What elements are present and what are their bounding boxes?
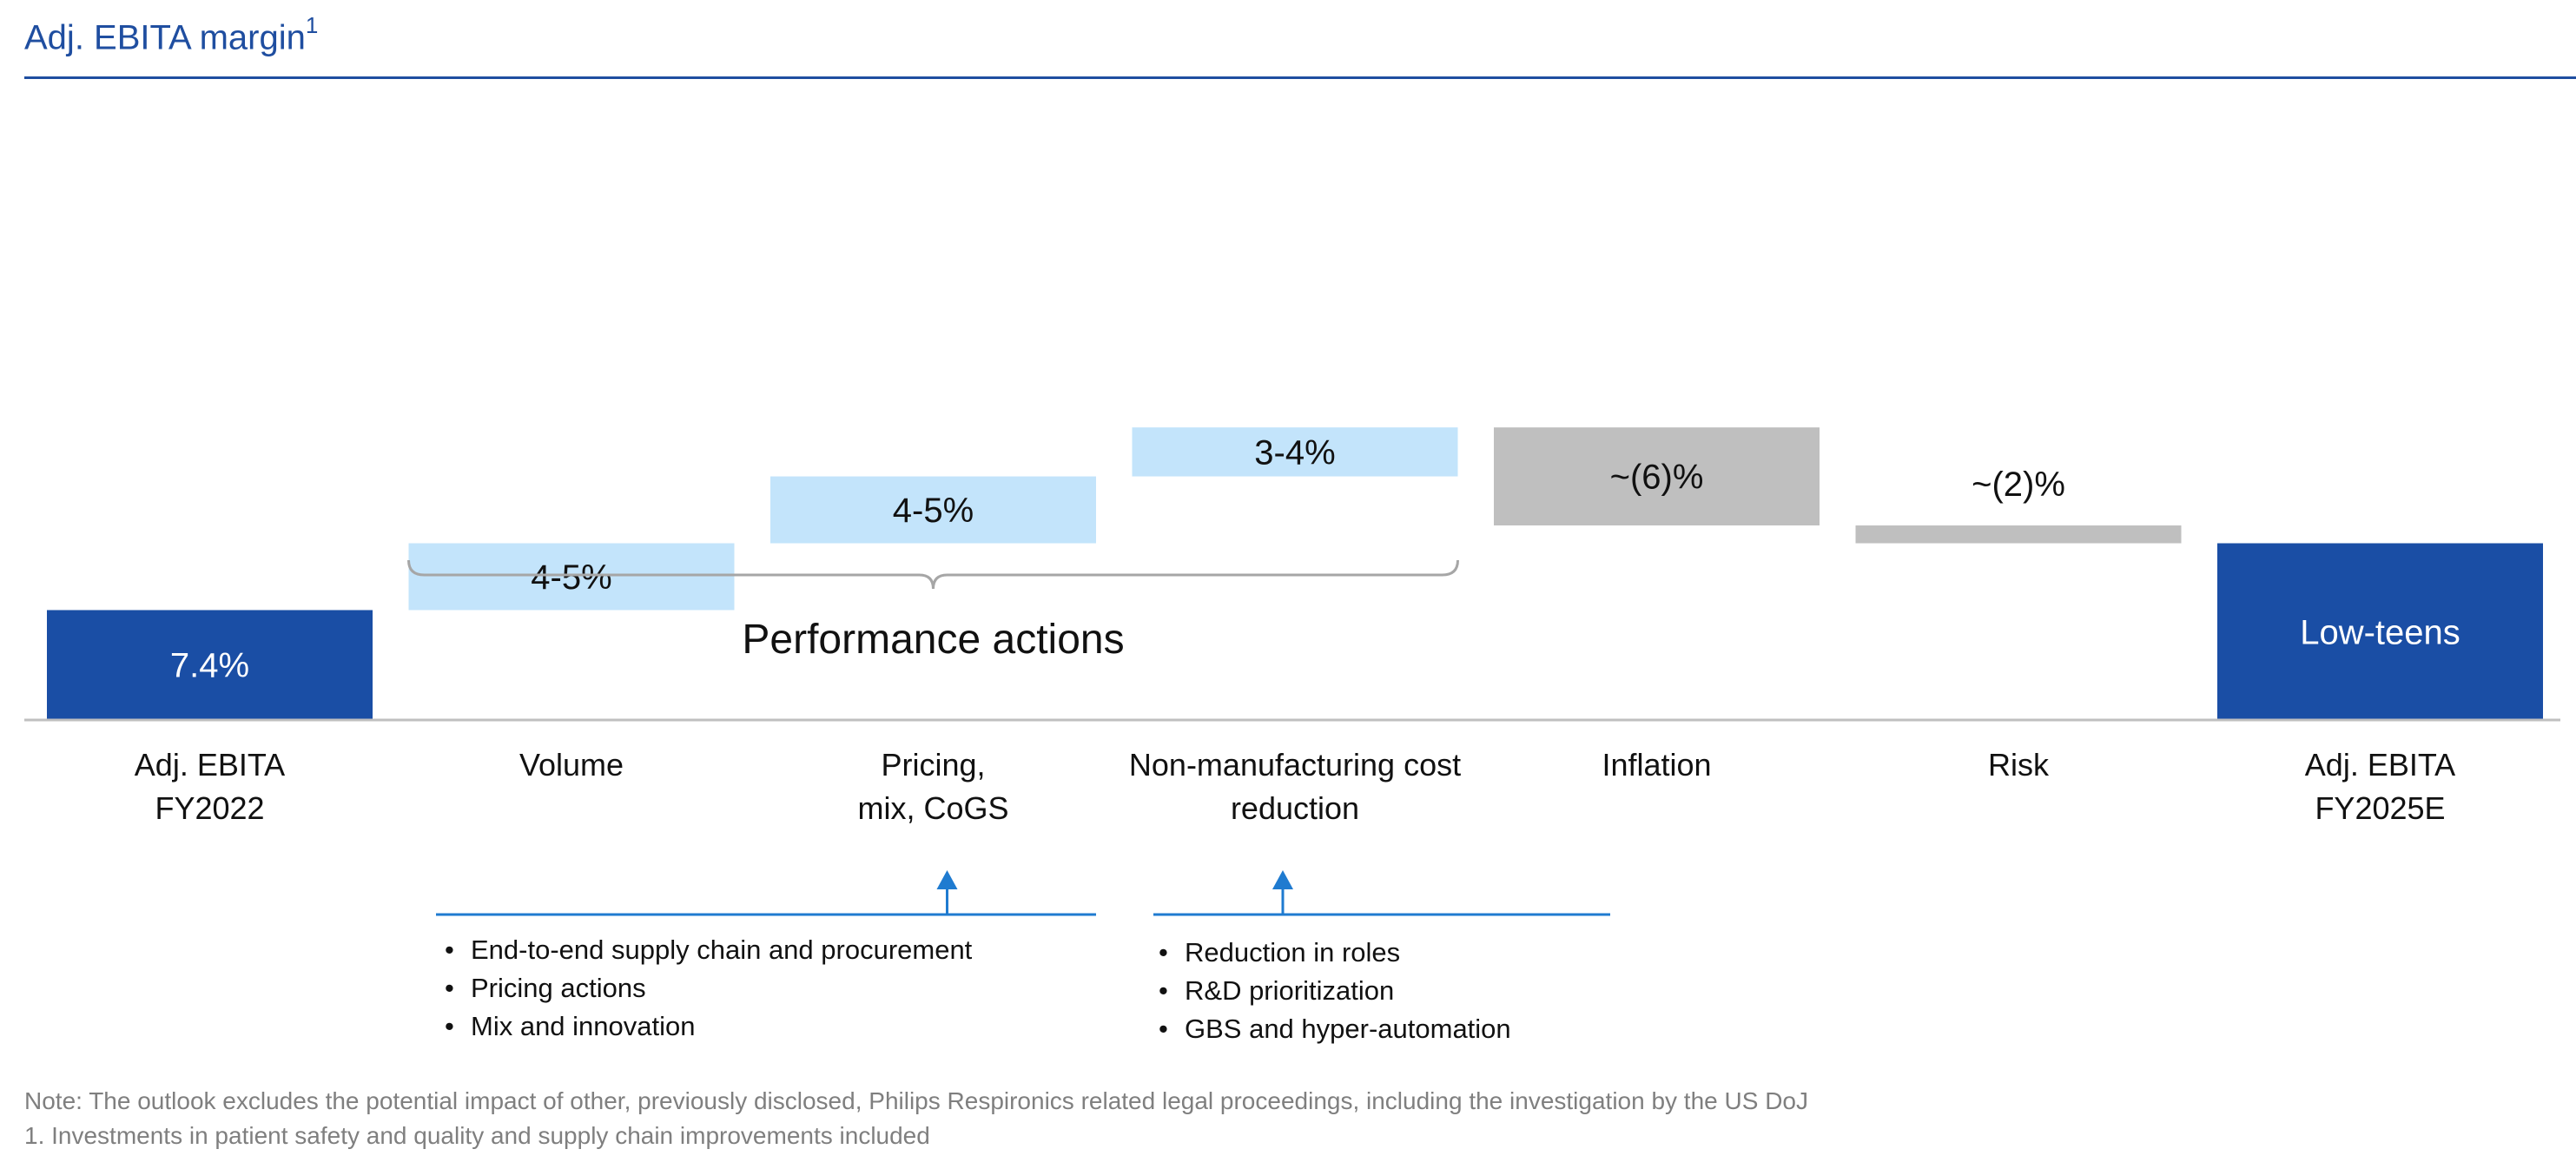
category-label-2: Pricing, mix, CoGS — [857, 747, 1008, 826]
bar-value-label-2: 4-5% — [893, 492, 974, 530]
bar-5 — [1855, 525, 2182, 544]
bar-value-label-0: 7.4% — [170, 647, 249, 685]
bar-value-label-3: 3-4% — [1254, 433, 1335, 472]
bar-value-label-6: Low-teens — [2300, 613, 2460, 651]
chart-title-text: Adj. EBITA margin — [24, 18, 306, 57]
category-label-3: Non-manufacturing cost reduction — [1129, 747, 1461, 826]
callout-item: Reduction in roles — [1153, 934, 1511, 972]
footnotes: Note: The outlook excludes the potential… — [24, 1084, 1808, 1153]
performance-actions-bracket — [407, 559, 1459, 590]
footnote-marker: 1 — [305, 12, 319, 38]
callout-item: End-to-end supply chain and procurement — [439, 931, 972, 969]
bar-0 — [47, 610, 373, 720]
bar-1 — [408, 543, 735, 611]
category-label-1: Volume — [519, 747, 624, 783]
bar-3 — [1132, 427, 1458, 477]
callout-item: R&D prioritization — [1153, 972, 1511, 1010]
category-labels-layer: Adj. EBITA FY2022 Volume Pricing, mix, CoGS N… — [135, 747, 2455, 826]
callout-item: Pricing actions — [439, 969, 972, 1007]
bar-6 — [2217, 543, 2543, 720]
callout-lines-layer — [436, 870, 1610, 916]
category-label-4: Inflation — [1602, 747, 1711, 783]
bars-layer — [47, 427, 2543, 720]
bar-value-label-4: ~(6)% — [1610, 459, 1704, 497]
note-text: Note: The outlook excludes the potential… — [24, 1087, 1808, 1114]
category-label-0: Adj. EBITA FY2022 — [135, 747, 285, 826]
chart-title: Adj. EBITA margin1 — [24, 12, 318, 57]
callout-arrow-head-0 — [936, 870, 958, 889]
bar-2 — [770, 476, 1096, 544]
value-labels-layer: 7.4% 4-5% 4-5% 3-4% ~(6)% ~(2)% Low-teens — [170, 433, 2460, 684]
title-underline — [24, 76, 2576, 79]
footnote-1-text: 1. Investments in patient safety and qua… — [24, 1122, 930, 1149]
bar-value-label-1: 4-5% — [531, 558, 611, 597]
bar-4 — [1494, 427, 1820, 525]
callout-list-pricing: End-to-end supply chain and procurement … — [439, 931, 972, 1046]
category-label-6: Adj. EBITA FY2025E — [2305, 747, 2455, 826]
performance-actions-label: Performance actions — [742, 617, 1124, 663]
bar-value-label-5: ~(2)% — [1972, 466, 2065, 504]
category-label-5: Risk — [1988, 747, 2050, 783]
callout-item: Mix and innovation — [439, 1007, 972, 1046]
callout-item: GBS and hyper-automation — [1153, 1010, 1511, 1048]
callout-arrow-head-1 — [1272, 870, 1293, 889]
callout-list-cost-reduction: Reduction in roles R&D prioritization GB… — [1153, 934, 1511, 1048]
